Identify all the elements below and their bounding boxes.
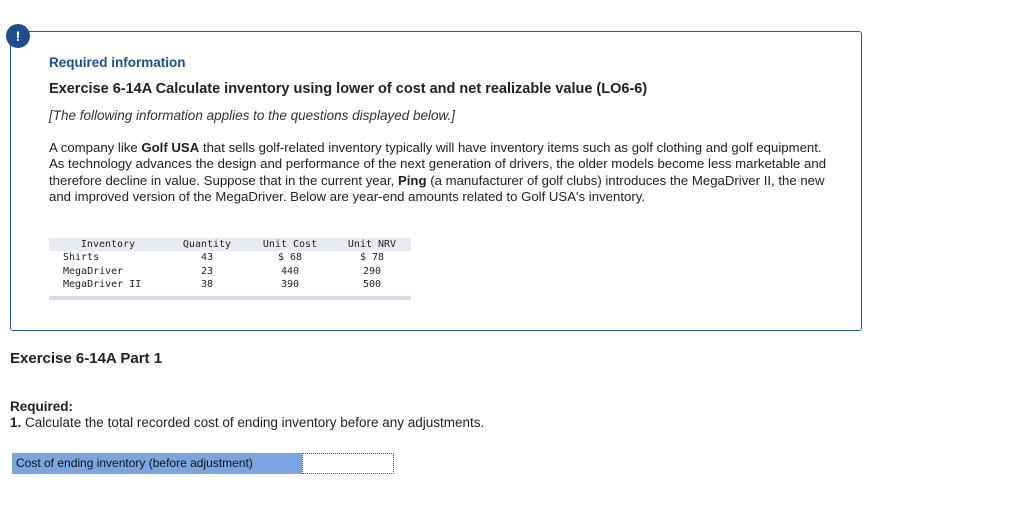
- cell-inventory: MegaDriver II: [63, 279, 142, 290]
- cell-inventory: MegaDriver: [63, 265, 124, 277]
- required-information-heading: Required information: [49, 55, 186, 70]
- cell-inventory: Shirts: [63, 252, 100, 263]
- cell-quantity: 38: [200, 279, 214, 290]
- question-number: 1.: [10, 415, 22, 430]
- inventory-table: Inventory Quantity Unit Cost Unit NRV Sh…: [49, 238, 411, 300]
- header-quantity: Quantity: [167, 238, 247, 251]
- cell-unit-nrv: 500: [362, 279, 382, 290]
- paragraph-text-2: that sells golf-related inventory typica…: [49, 140, 827, 188]
- cost-of-ending-inventory-input[interactable]: [302, 453, 394, 474]
- cell-unit-nrv: 290: [362, 265, 382, 277]
- exercise-title: Exercise 6-14A Calculate inventory using…: [49, 81, 648, 97]
- applies-note: [The following information applies to th…: [49, 108, 455, 123]
- exclamation-icon: !: [6, 24, 30, 48]
- table-row: MegaDriver 23 440 290: [49, 265, 411, 279]
- required-label: Required:: [10, 399, 74, 414]
- scenario-paragraph: A company like Golf USA that sells golf-…: [49, 140, 829, 205]
- cell-quantity: 23: [200, 265, 214, 277]
- paragraph-text-1: A company like: [49, 140, 142, 155]
- required-information-panel: Required information Exercise 6-14A Calc…: [10, 31, 862, 331]
- company-name: Golf USA: [141, 140, 200, 155]
- paragraph-text-3: (a manufacturer of golf clubs) introduce…: [49, 172, 825, 204]
- cell-unit-nrv: $ 78: [359, 252, 385, 263]
- header-unit-cost: Unit Cost: [247, 238, 333, 251]
- table-row: Shirts 43 $ 68 $ 78: [49, 251, 411, 265]
- question-body: Calculate the total recorded cost of end…: [21, 415, 485, 430]
- question-text: 1. Calculate the total recorded cost of …: [10, 415, 484, 430]
- cell-unit-cost: $ 68: [277, 252, 303, 263]
- header-unit-nrv: Unit NRV: [333, 238, 411, 251]
- answer-row: Cost of ending inventory (before adjustm…: [12, 453, 394, 474]
- cell-unit-cost: 390: [280, 279, 300, 290]
- answer-label: Cost of ending inventory (before adjustm…: [12, 453, 302, 474]
- part-title: Exercise 6-14A Part 1: [10, 350, 163, 367]
- manufacturer-name: Ping: [397, 172, 427, 188]
- table-header-row: Inventory Quantity Unit Cost Unit NRV: [49, 238, 411, 251]
- header-inventory: Inventory: [49, 238, 167, 251]
- table-row: MegaDriver II 38 390 500: [49, 278, 411, 298]
- cell-quantity: 43: [200, 252, 214, 263]
- cell-unit-cost: 440: [280, 265, 300, 277]
